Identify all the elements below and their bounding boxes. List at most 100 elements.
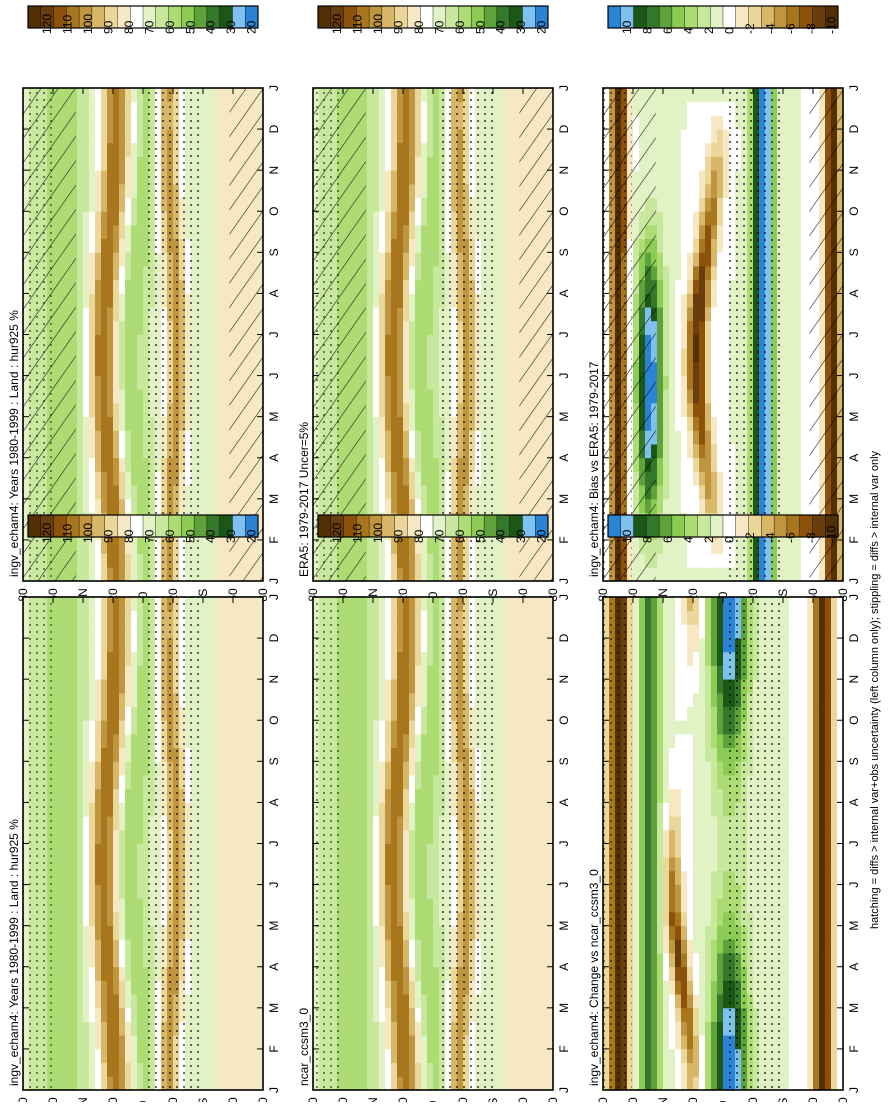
heat-cell — [391, 293, 397, 307]
heat-cell — [95, 458, 101, 472]
heat-cell — [131, 775, 137, 789]
heat-cell — [125, 280, 131, 294]
heat-cell — [245, 939, 251, 953]
heat-cell — [107, 485, 113, 499]
heat-cell — [89, 830, 95, 844]
heat-cell — [89, 789, 95, 803]
heat-cell — [373, 143, 379, 157]
heat-cell — [505, 567, 511, 581]
heat-cell — [409, 417, 415, 431]
heat-cell — [95, 926, 101, 940]
heat-cell — [65, 720, 71, 734]
heat-cell — [95, 499, 101, 513]
heat-cell — [83, 252, 89, 266]
heat-cell — [379, 239, 385, 253]
heat-cell — [493, 417, 499, 431]
heat-cell — [251, 967, 257, 981]
heat-cell — [427, 980, 433, 994]
heat-cell — [427, 115, 433, 129]
heat-cell — [77, 652, 83, 666]
heat-cell — [95, 802, 101, 816]
heat-cell — [385, 980, 391, 994]
heat-cell — [95, 611, 101, 625]
heat-cell — [427, 307, 433, 321]
heat-cell — [119, 967, 125, 981]
heat-cell — [493, 335, 499, 349]
heat-cell — [529, 1049, 535, 1063]
heat-cell — [113, 471, 119, 485]
heat-cell — [385, 88, 391, 102]
heat-cell — [209, 652, 215, 666]
heat-cell — [119, 403, 125, 417]
heat-cell — [391, 307, 397, 321]
heat-cell — [239, 1049, 245, 1063]
heat-cell — [397, 1049, 403, 1063]
heat-cell — [499, 376, 505, 390]
heat-cell — [499, 1076, 505, 1090]
heat-cell — [367, 485, 373, 499]
heat-cell — [361, 994, 367, 1008]
heat-cell — [367, 417, 373, 431]
heat-cell — [511, 967, 517, 981]
heat-cell — [137, 389, 143, 403]
heat-cell — [131, 693, 137, 707]
heat-cell — [113, 802, 119, 816]
heat-cell — [137, 376, 143, 390]
heat-cell — [83, 707, 89, 721]
heat-cell — [379, 1022, 385, 1036]
heat-cell — [511, 362, 517, 376]
heat-cell — [215, 225, 221, 239]
heat-cell — [373, 1076, 379, 1090]
heat-cell — [415, 156, 421, 170]
heat-cell — [427, 471, 433, 485]
colorbar-label: 50 — [183, 20, 197, 34]
heat-cell — [221, 239, 227, 253]
heat-cell — [107, 939, 113, 953]
heat-cell — [77, 871, 83, 885]
heat-cell — [379, 1049, 385, 1063]
x-tick-label: N — [267, 675, 281, 684]
heat-cell — [409, 115, 415, 129]
heat-cell — [215, 252, 221, 266]
heat-cell — [137, 693, 143, 707]
heat-cell — [385, 471, 391, 485]
heat-cell — [379, 967, 385, 981]
heat-cell — [385, 239, 391, 253]
heat-cell — [385, 211, 391, 225]
heat-cell — [131, 980, 137, 994]
x-tick-label: F — [557, 536, 571, 543]
heat-cell — [107, 293, 113, 307]
heat-cell — [203, 307, 209, 321]
heat-cell — [221, 499, 227, 513]
heat-cell — [379, 376, 385, 390]
heat-cell — [95, 403, 101, 417]
heat-cell — [59, 830, 65, 844]
heat-cell — [385, 1035, 391, 1049]
heat-cell — [403, 499, 409, 513]
heat-cell — [113, 184, 119, 198]
heat-cell — [95, 1008, 101, 1022]
heat-cell — [209, 156, 215, 170]
heat-cell — [221, 611, 227, 625]
heat-cell — [77, 499, 83, 513]
colorbar-label: 30 — [224, 529, 238, 543]
heat-cell — [221, 748, 227, 762]
heat-cell — [379, 403, 385, 417]
heat-cell — [113, 321, 119, 335]
heat-cell — [511, 1063, 517, 1077]
heat-cell — [409, 376, 415, 390]
heat-cell — [385, 156, 391, 170]
heat-cell — [89, 239, 95, 253]
heat-cell — [77, 748, 83, 762]
heat-cell — [125, 170, 131, 184]
heat-cell — [379, 293, 385, 307]
heat-cell — [505, 102, 511, 116]
heat-cell — [541, 1063, 547, 1077]
heat-cell — [427, 1022, 433, 1036]
heat-cell — [137, 789, 143, 803]
heat-cell — [385, 1022, 391, 1036]
heat-cell — [113, 761, 119, 775]
heat-cell — [409, 1049, 415, 1063]
heat-cell — [83, 912, 89, 926]
heat-cell — [343, 1008, 349, 1022]
